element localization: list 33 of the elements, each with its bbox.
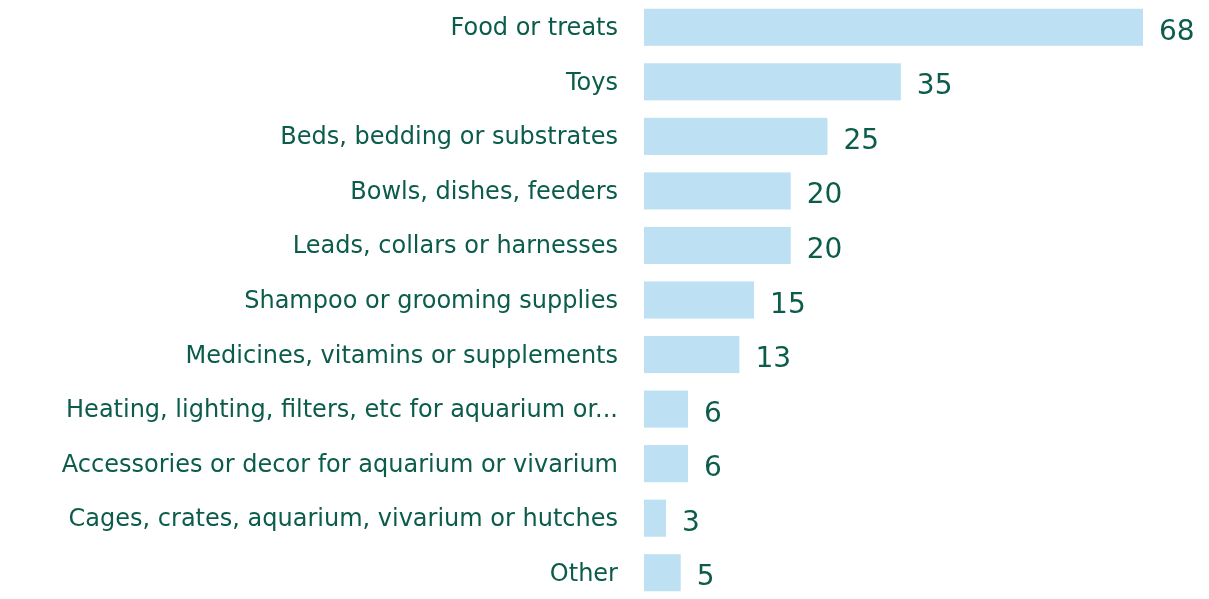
data-label: 35	[916, 68, 953, 102]
data-label: 20	[806, 177, 843, 211]
bar	[644, 117, 828, 155]
y-tick-label: Cages, crates, aquarium, vivarium or hutches	[68, 504, 618, 533]
y-tick-label: Heating, lighting, filters, etc for aquarium or...	[66, 395, 618, 424]
y-tick-label: Toys	[565, 67, 618, 96]
bar	[644, 499, 667, 537]
y-tick-label: Other	[549, 558, 619, 587]
data-label: 15	[770, 286, 806, 320]
y-tick-label: Bowls, dishes, feeders	[350, 176, 618, 205]
bar	[644, 172, 791, 210]
bar	[644, 554, 681, 592]
y-tick-label: Accessories or decor for aquarium or vivarium	[61, 449, 618, 478]
data-label: 5	[696, 559, 715, 593]
data-label: 20	[806, 231, 843, 265]
bar	[644, 336, 740, 374]
bar	[644, 226, 791, 264]
data-label: 25	[843, 122, 880, 156]
y-tick-label: Leads, collars or harnesses	[292, 231, 618, 260]
y-tick-label: Medicines, vitamins or supplements	[185, 340, 618, 369]
bar	[644, 390, 689, 428]
data-label: 3	[682, 504, 700, 538]
bar	[644, 445, 689, 483]
y-tick-label: Shampoo or grooming supplies	[244, 286, 618, 314]
bar	[644, 281, 755, 319]
bar	[644, 8, 1143, 46]
y-tick-label: Food or treats	[450, 13, 618, 42]
data-label: 6	[704, 395, 722, 429]
bar	[644, 63, 901, 101]
data-label: 6	[704, 450, 722, 484]
data-label: 68	[1159, 13, 1195, 47]
data-label: 13	[755, 341, 792, 375]
y-tick-label: Beds, bedding or substrates	[280, 122, 618, 151]
